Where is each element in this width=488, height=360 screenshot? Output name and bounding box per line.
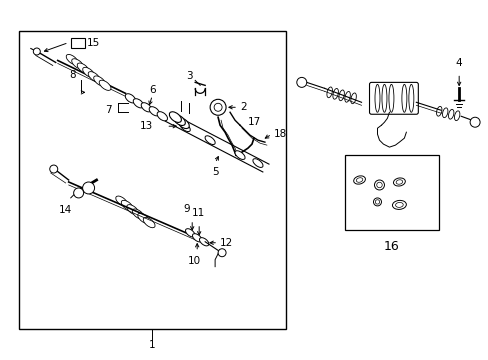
Circle shape	[296, 77, 306, 87]
Text: 8: 8	[69, 71, 76, 80]
Ellipse shape	[199, 238, 208, 246]
Ellipse shape	[401, 84, 406, 112]
Ellipse shape	[374, 200, 379, 204]
Ellipse shape	[72, 59, 83, 69]
Text: 1: 1	[149, 340, 155, 350]
Ellipse shape	[143, 217, 155, 228]
Ellipse shape	[77, 63, 89, 73]
Ellipse shape	[332, 89, 338, 99]
Ellipse shape	[121, 201, 133, 211]
Text: 7: 7	[105, 105, 112, 115]
Ellipse shape	[388, 84, 393, 112]
Ellipse shape	[149, 107, 159, 116]
Text: 6: 6	[149, 85, 155, 95]
Circle shape	[214, 103, 222, 111]
Text: 5: 5	[211, 167, 218, 177]
Ellipse shape	[126, 204, 138, 215]
Text: 3: 3	[186, 71, 193, 81]
Ellipse shape	[66, 54, 78, 65]
Ellipse shape	[392, 201, 406, 210]
Ellipse shape	[373, 198, 381, 206]
Bar	[71, 37, 84, 48]
Ellipse shape	[133, 99, 143, 108]
Ellipse shape	[132, 209, 144, 219]
Ellipse shape	[393, 178, 405, 186]
Ellipse shape	[82, 67, 94, 77]
Ellipse shape	[376, 182, 382, 188]
Circle shape	[82, 182, 94, 194]
Polygon shape	[165, 113, 268, 172]
Ellipse shape	[177, 118, 189, 129]
Ellipse shape	[436, 107, 441, 116]
Bar	[344, 155, 438, 230]
Text: 12: 12	[220, 238, 233, 248]
Ellipse shape	[173, 115, 185, 126]
Text: 11: 11	[191, 208, 204, 218]
Ellipse shape	[125, 94, 135, 103]
Ellipse shape	[338, 90, 344, 101]
Ellipse shape	[94, 76, 105, 86]
Circle shape	[218, 249, 225, 257]
Ellipse shape	[353, 176, 365, 184]
Circle shape	[50, 165, 58, 173]
Ellipse shape	[453, 111, 459, 121]
Text: 14: 14	[59, 205, 72, 215]
FancyBboxPatch shape	[369, 82, 417, 114]
Ellipse shape	[192, 234, 202, 242]
Ellipse shape	[344, 91, 349, 102]
Ellipse shape	[356, 178, 362, 182]
Ellipse shape	[185, 229, 195, 237]
Ellipse shape	[374, 180, 384, 190]
Ellipse shape	[169, 112, 181, 122]
Text: 13: 13	[140, 121, 153, 131]
Ellipse shape	[141, 103, 151, 112]
Circle shape	[74, 188, 83, 198]
Text: 16: 16	[383, 240, 399, 253]
Ellipse shape	[447, 109, 453, 119]
Circle shape	[469, 117, 479, 127]
Text: 17: 17	[247, 117, 261, 127]
Text: 9: 9	[183, 204, 189, 214]
Text: 2: 2	[240, 102, 246, 112]
Ellipse shape	[99, 80, 111, 90]
Ellipse shape	[116, 196, 127, 206]
Text: 4: 4	[455, 58, 462, 68]
Text: 15: 15	[86, 37, 100, 48]
Ellipse shape	[204, 136, 215, 144]
Ellipse shape	[138, 213, 149, 224]
Bar	[19, 31, 285, 329]
Circle shape	[210, 99, 225, 115]
Circle shape	[33, 48, 40, 55]
Ellipse shape	[395, 180, 402, 184]
Ellipse shape	[350, 93, 356, 104]
Ellipse shape	[374, 84, 379, 112]
Ellipse shape	[381, 84, 386, 112]
Ellipse shape	[442, 108, 447, 118]
Ellipse shape	[326, 87, 332, 98]
Ellipse shape	[252, 159, 263, 167]
Ellipse shape	[408, 84, 413, 112]
Text: 18: 18	[273, 129, 286, 139]
Ellipse shape	[180, 123, 190, 131]
Ellipse shape	[395, 202, 403, 207]
Ellipse shape	[157, 112, 167, 121]
Text: 10: 10	[187, 256, 201, 266]
Ellipse shape	[234, 151, 244, 159]
Ellipse shape	[88, 72, 100, 82]
